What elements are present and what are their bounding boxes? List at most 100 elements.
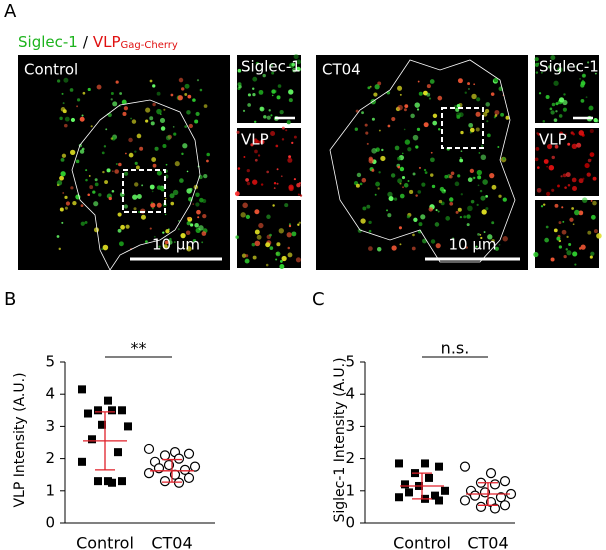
data-point: [94, 477, 102, 486]
fluorescence-spot: [430, 173, 434, 177]
fluorescence-spot: [367, 86, 371, 90]
fluorescence-spot: [270, 114, 273, 117]
data-point: [421, 459, 429, 468]
fluorescence-spot: [424, 171, 428, 174]
fluorescence-spot: [260, 183, 264, 186]
fluorescence-spot: [102, 170, 105, 174]
panel-label: A: [4, 1, 17, 22]
fluorescence-spot: [403, 108, 407, 112]
fluorescence-spot: [299, 194, 303, 197]
fluorescence-spot: [245, 214, 251, 220]
y-tick-label: 4: [45, 385, 55, 403]
fluorescence-spot: [64, 116, 70, 122]
fluorescence-spot: [125, 224, 130, 229]
fluorescence-spot: [186, 188, 192, 194]
fluorescence-spot: [470, 199, 475, 204]
fluorescence-spot: [287, 246, 291, 250]
fluorescence-spot: [404, 104, 409, 109]
fluorescence-spot: [94, 182, 99, 187]
fluorescence-spot: [164, 213, 167, 216]
fluorescence-spot: [273, 187, 276, 189]
fluorescence-spot: [582, 177, 585, 180]
fluorescence-spot: [387, 191, 393, 197]
fluorescence-spot: [548, 65, 552, 69]
fluorescence-spot: [184, 125, 188, 129]
fluorescence-spot: [388, 196, 394, 202]
fluorescence-spot: [89, 185, 94, 190]
fluorescence-spot: [186, 221, 191, 226]
fluorescence-spot: [423, 122, 429, 128]
data-point: [489, 503, 501, 514]
fluorescence-spot: [172, 189, 179, 196]
fluorescence-spot: [586, 172, 591, 177]
fluorescence-spot: [276, 182, 279, 185]
fluorescence-spot: [276, 242, 281, 247]
fluorescence-spot: [269, 246, 274, 250]
fluorescence-spot: [164, 240, 169, 245]
cell-outline: [71, 99, 201, 271]
fluorescence-spot: [88, 175, 91, 177]
fluorescence-spot: [156, 91, 161, 96]
fluorescence-spot: [505, 115, 510, 120]
y-tick-label: 5: [345, 353, 355, 371]
fluorescence-spot: [437, 210, 440, 213]
fluorescence-spot: [483, 231, 486, 234]
fluorescence-spot: [481, 144, 484, 148]
fluorescence-spot: [360, 218, 366, 224]
fluorescence-spot: [375, 181, 380, 187]
fluorescence-spot: [291, 141, 294, 144]
fluorescence-spot: [121, 99, 127, 105]
fluorescence-spot: [402, 186, 405, 189]
fluorescence-spot: [288, 223, 291, 226]
fluorescence-spot: [487, 234, 493, 240]
fluorescence-spot: [546, 191, 551, 196]
fluorescence-spot: [371, 117, 375, 121]
fluorescence-spot: [589, 152, 595, 157]
legend-channel1: Siglec-1: [18, 33, 78, 51]
fluorescence-spot: [196, 209, 201, 215]
inset-label: Siglec-1: [241, 58, 301, 76]
fluorescence-spot: [467, 177, 473, 183]
fluorescence-spot: [498, 194, 502, 198]
y-tick-label: 3: [45, 417, 55, 435]
fluorescence-spot: [563, 254, 567, 259]
fluorescence-spot: [297, 193, 300, 196]
fluorescence-spot: [145, 119, 149, 123]
fluorescence-spot: [500, 112, 505, 117]
fluorescence-spot: [268, 109, 271, 112]
fluorescence-spot: [174, 161, 180, 167]
data-point: [159, 450, 171, 461]
fluorescence-spot: [192, 98, 196, 102]
fluorescence-spot: [428, 97, 432, 100]
data-point: [431, 491, 439, 500]
fluorescence-spot: [471, 93, 477, 100]
data-point: [173, 453, 185, 464]
fluorescence-spot: [579, 78, 581, 80]
fluorescence-spot: [169, 237, 172, 241]
fluorescence-spot: [184, 93, 188, 96]
fluorescence-spot: [594, 72, 597, 75]
data-point: [401, 480, 409, 489]
fluorescence-spot: [70, 149, 76, 156]
fluorescence-spot: [57, 79, 61, 83]
fluorescence-spot: [592, 176, 597, 181]
fluorescence-spot: [60, 171, 66, 177]
fluorescence-spot: [366, 204, 371, 209]
fluorescence-spot: [420, 214, 426, 220]
fluorescence-spot: [562, 220, 565, 223]
data-point: [84, 409, 92, 418]
fluorescence-spot: [179, 178, 184, 183]
fluorescence-spot: [356, 172, 362, 178]
fluorescence-spot: [128, 152, 134, 158]
fluorescence-spot: [117, 212, 122, 217]
fluorescence-spot: [163, 108, 166, 111]
fluorescence-spot: [105, 128, 108, 131]
fluorescence-spot: [546, 165, 548, 168]
fluorescence-spot: [494, 114, 498, 117]
fluorescence-spot: [152, 84, 156, 88]
fluorescence-spot: [399, 166, 405, 172]
data-point: [179, 464, 191, 475]
fluorescence-spot: [178, 77, 184, 83]
data-point: [118, 477, 126, 486]
fluorescence-spot: [489, 172, 495, 179]
